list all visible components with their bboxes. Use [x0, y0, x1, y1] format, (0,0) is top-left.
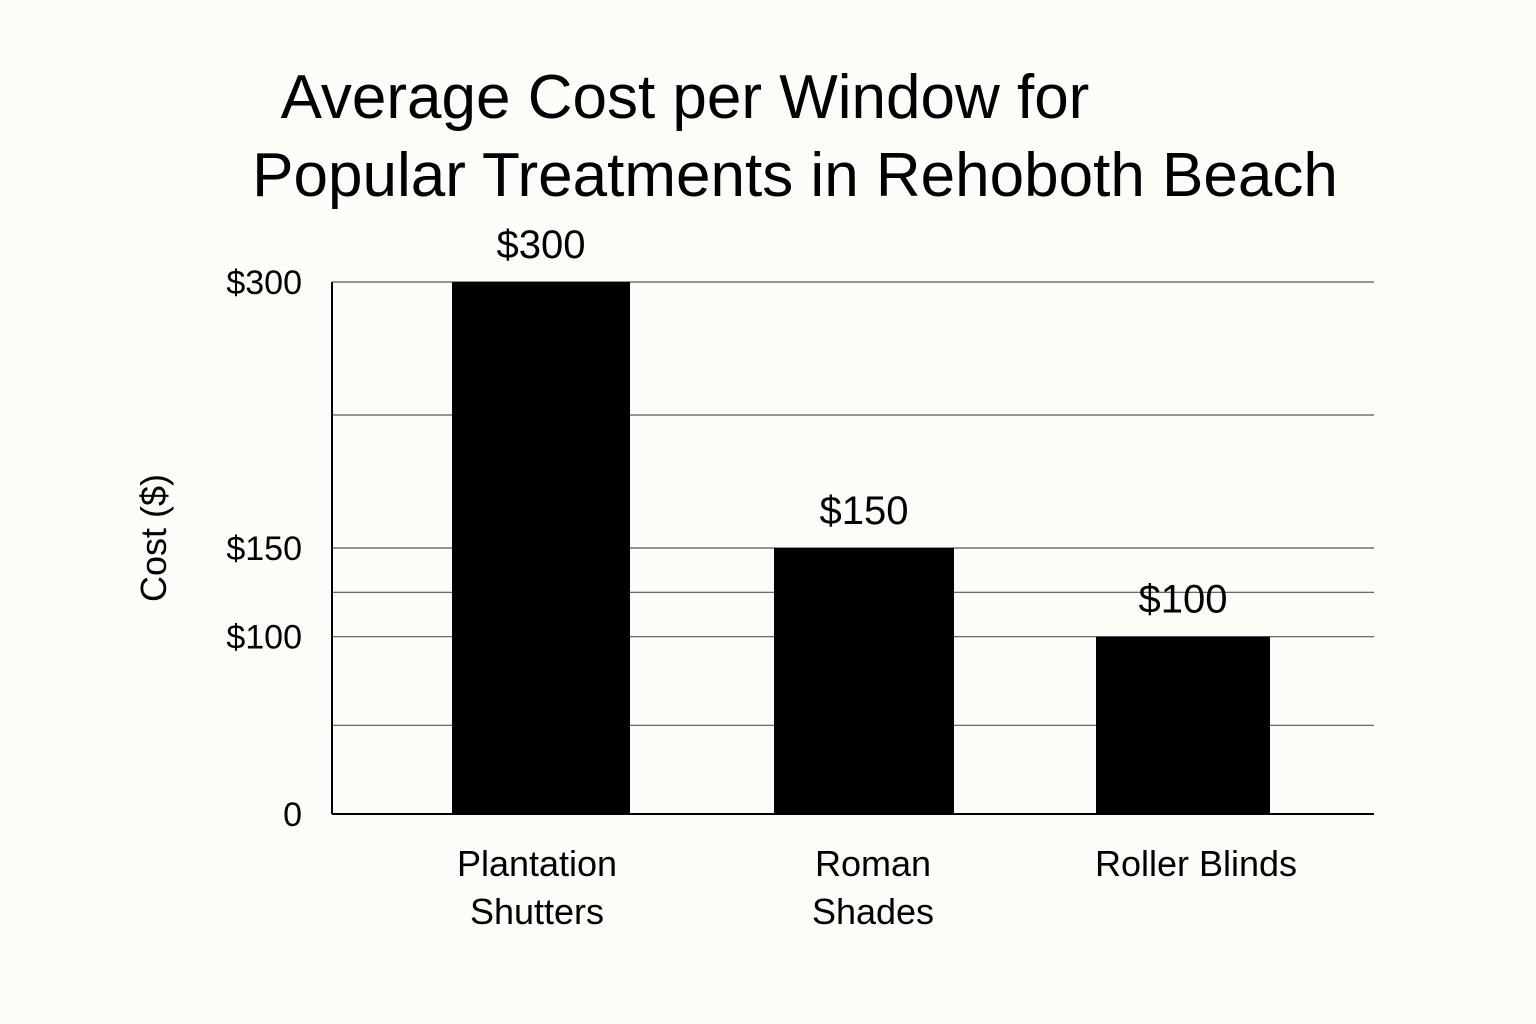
value-labels: $300 $150 $100	[497, 223, 1228, 622]
bar-value-label: $100	[1139, 578, 1228, 622]
x-category-label-line: Roman	[815, 843, 931, 884]
x-category-label-line: Shutters	[470, 891, 604, 932]
y-tick-label: $300	[226, 264, 302, 302]
x-category-label-line: Roller Blinds	[1095, 843, 1297, 884]
chart-title-line-1: Average Cost per Window for	[281, 63, 1090, 132]
bar-value-label: $300	[497, 223, 586, 267]
chart-title: Average Cost per Window for Popular Trea…	[252, 63, 1338, 210]
bars	[452, 282, 1270, 814]
x-category-label-line: Plantation	[457, 843, 617, 884]
y-axis-label: Cost ($)	[133, 474, 174, 602]
x-axis-categories: Plantation Shutters Roman Shades Roller Blin…	[457, 843, 1297, 932]
y-tick-label: $150	[226, 530, 302, 568]
y-tick-label: $100	[226, 619, 302, 657]
bar-value-label: $150	[820, 489, 909, 533]
y-tick-label: 0	[283, 796, 302, 834]
axes	[331, 282, 1374, 815]
y-axis-ticks: 0 $100 $150 $300	[226, 264, 302, 834]
x-category-label: Plantation Shutters	[457, 843, 617, 932]
bar	[452, 282, 630, 814]
x-category-label-line: Shades	[812, 891, 934, 932]
x-category-label: Roman Shades	[812, 843, 934, 932]
chart-title-line-2: Popular Treatments in Rehoboth Beach	[252, 141, 1338, 210]
x-category-label: Roller Blinds	[1095, 843, 1297, 884]
bar	[1096, 636, 1270, 814]
bar	[774, 548, 954, 814]
